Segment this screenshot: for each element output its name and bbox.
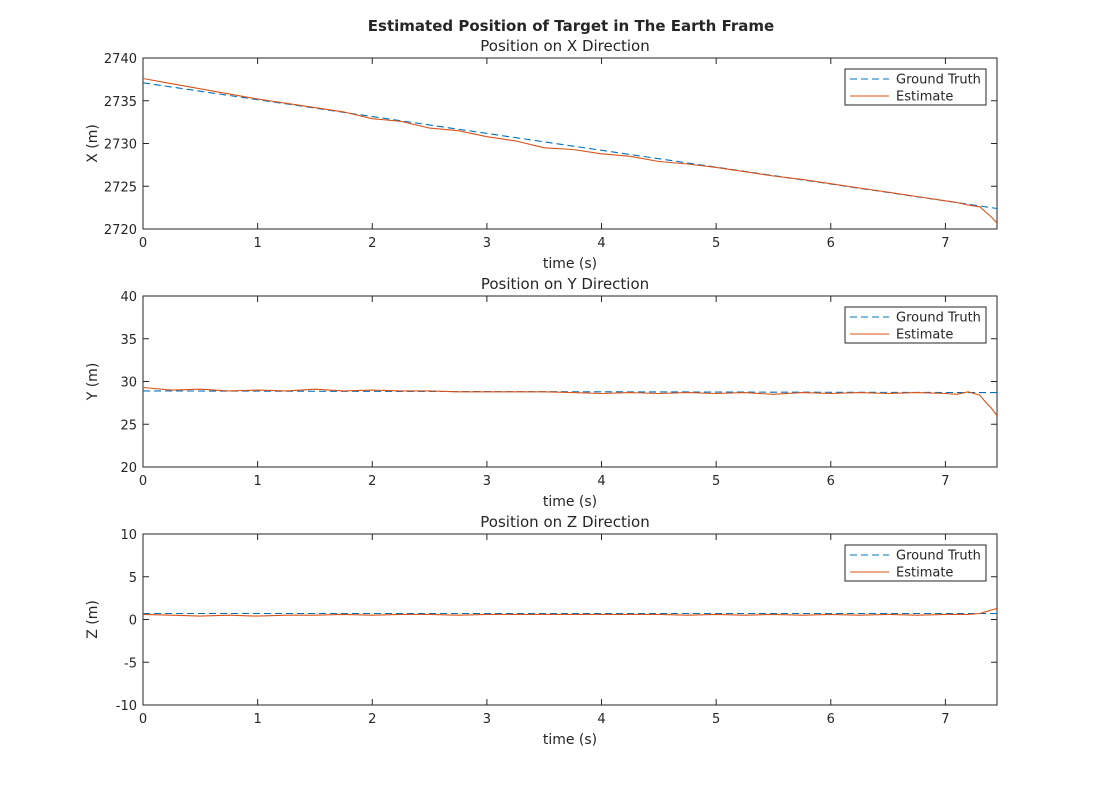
x-tick-label: 1 [253,236,261,251]
legend-label: Estimate [896,566,953,581]
legend-box [844,68,987,106]
y-tick-label: -10 [116,699,137,714]
y-tick-label: -5 [124,656,137,671]
x-tick-label: 5 [712,236,720,251]
subplot-3: Position on Z Direction 0 1 2 3 4 5 6 7 -10 -5 0 5 10… [85,513,998,748]
x-tick-label: 7 [941,712,949,727]
y-tick-label: 2730 [104,138,137,153]
x-tick-label: 1 [253,474,261,489]
y-tick-label: 2725 [104,180,137,195]
y-tick-label: 5 [129,571,137,586]
x-tick-label: 4 [597,474,605,489]
x-tick-label: 2 [368,712,376,727]
y-tick-label: 2735 [104,95,137,110]
x-axis-label: time (s) [543,494,597,510]
subplot-2: Position on Y Direction 0 1 2 3 4 5 6 7 20 25 30 35 4… [85,275,998,510]
y-axis-label: X (m) [85,124,101,163]
x-tick-label: 1 [253,712,261,727]
y-tick-label: 25 [120,418,137,433]
x-tick-label: 7 [941,474,949,489]
subplot-title: Position on Z Direction [480,513,649,531]
x-tick-label: 3 [483,474,491,489]
x-tick-label: 5 [712,712,720,727]
x-tick-label: 5 [712,474,720,489]
x-tick-label: 4 [597,236,605,251]
subplot-title: Position on X Direction [480,37,649,55]
legend: Ground Truth Estimate [844,68,987,106]
figure-title: Estimated Position of Target in The Eart… [368,17,774,35]
x-tick-label: 7 [941,236,949,251]
subplot-1: Position on X Direction 0 1 2 3 4 5 6 7 2720 2725 2… [85,37,998,272]
y-tick-label: 2740 [104,52,137,67]
legend-label: Estimate [896,90,953,105]
legend: Ground Truth Estimate [844,306,987,344]
x-tick-label: 2 [368,474,376,489]
legend-label: Ground Truth [896,311,981,326]
y-tick-label: 35 [120,333,137,348]
x-axis-label: time (s) [543,256,597,272]
legend-box [844,306,987,344]
x-tick-label: 0 [139,236,147,251]
x-axis-label: time (s) [543,732,597,748]
y-tick-label: 0 [129,614,137,629]
x-tick-label: 6 [827,474,835,489]
y-tick-label: 10 [120,528,137,543]
x-tick-label: 6 [827,712,835,727]
y-tick-label: 30 [120,376,137,391]
x-tick-label: 3 [483,712,491,727]
x-tick-label: 0 [139,474,147,489]
y-axis-label: Y (m) [85,363,101,402]
series-line-estimate [143,607,997,617]
x-tick-label: 0 [139,712,147,727]
legend: Ground Truth Estimate [844,544,987,582]
legend-box [844,544,987,582]
legend-label: Ground Truth [896,549,981,564]
legend-label: Estimate [896,328,953,343]
x-tick-label: 2 [368,236,376,251]
y-tick-label: 2720 [104,223,137,238]
legend-label: Ground Truth [896,73,981,88]
x-tick-label: 3 [483,236,491,251]
subplot-title: Position on Y Direction [481,275,649,293]
series-line-estimate [143,386,997,417]
y-axis-label: Z (m) [85,600,101,639]
x-tick-label: 6 [827,236,835,251]
x-tick-label: 4 [597,712,605,727]
series-line-estimate [143,77,997,224]
y-tick-label: 40 [120,290,137,305]
y-tick-label: 20 [120,461,137,476]
